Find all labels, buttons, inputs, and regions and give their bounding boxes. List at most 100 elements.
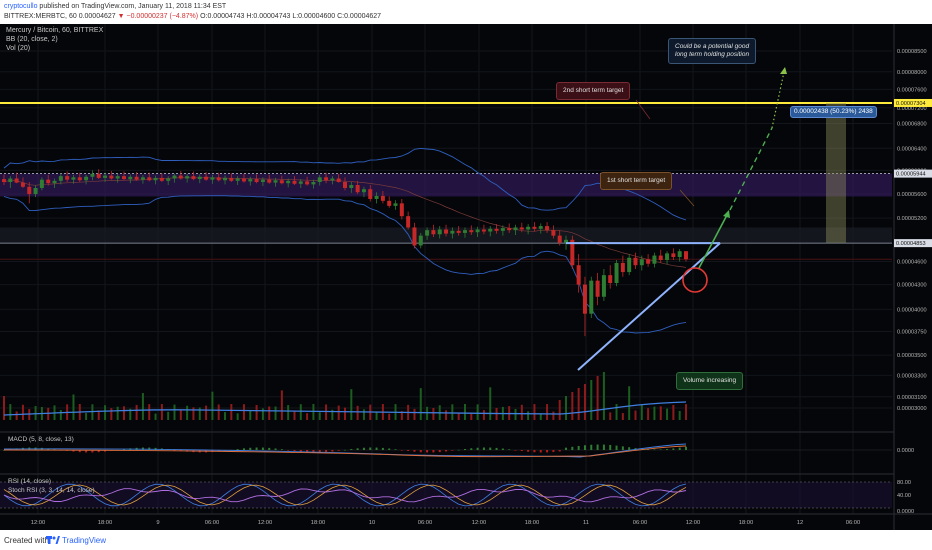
volume-bar — [236, 413, 239, 420]
candle-body — [248, 179, 253, 182]
volume-bar — [15, 411, 18, 420]
published-text: published on TradingView.com, January 11… — [39, 3, 227, 10]
volume-bar — [59, 410, 62, 420]
candle-body — [665, 253, 670, 260]
candle-body — [652, 255, 657, 264]
candle-body — [20, 182, 25, 187]
price-tick-label: 0.00003300 — [897, 373, 927, 379]
candle-body — [2, 179, 6, 183]
macd-histogram-bar — [173, 450, 176, 451]
volume-bar — [167, 411, 170, 420]
volume-bar — [72, 394, 75, 420]
volume-bar — [489, 387, 492, 420]
volume-bar — [527, 411, 530, 420]
macd-histogram-bar — [306, 450, 309, 453]
volume-bar — [299, 404, 302, 420]
macd-histogram-bar — [280, 449, 283, 450]
volume-bar — [432, 408, 435, 420]
volume-bar — [640, 405, 643, 420]
price-tick-label: 0.00005600 — [897, 192, 927, 198]
price-highlight-badge — [894, 169, 932, 178]
candle-body — [90, 173, 95, 177]
bb-range-zone — [0, 173, 892, 197]
volume-bar — [445, 410, 448, 420]
volume-bar — [141, 393, 144, 420]
candle-body — [197, 176, 202, 180]
author-link[interactable]: cryptocullo — [4, 3, 38, 10]
candle-body — [564, 239, 569, 243]
candle-body — [292, 180, 297, 184]
footer: Created with TradingView — [0, 530, 932, 550]
macd-histogram-bar — [78, 450, 81, 453]
volume-bar — [552, 411, 555, 420]
macd-histogram-bar — [400, 450, 403, 451]
candle-body — [317, 177, 322, 183]
volume-bar — [621, 413, 624, 420]
volume-bar — [268, 406, 271, 420]
candle-body — [545, 226, 550, 231]
chart-area[interactable]: 0.00008500 0.00008000 0.00007600 0.00007200… — [0, 24, 932, 530]
chart-canvas[interactable]: 0.00008500 0.00008000 0.00007600 0.00007200… — [0, 24, 932, 530]
volume-bar — [362, 409, 365, 420]
long-term-note-line1: Could be a potential good — [675, 43, 750, 50]
macd-histogram-bar — [268, 447, 271, 450]
macd-histogram-bar — [249, 447, 252, 450]
candle-body — [380, 195, 385, 201]
volume-bar — [274, 406, 277, 420]
symbol-label: BITTREX:MERBTC, 60 — [4, 13, 77, 20]
volume-bar — [344, 407, 346, 420]
volume-bar — [154, 413, 157, 420]
macd-histogram-bar — [546, 450, 549, 453]
macd-histogram-bar — [337, 450, 340, 451]
macd-histogram-bar — [571, 446, 574, 450]
candle-body — [614, 262, 619, 284]
macd-histogram-bar — [602, 444, 605, 450]
candle-body — [305, 181, 310, 185]
macd-histogram-bar — [426, 450, 429, 453]
candle-body — [456, 230, 461, 233]
volume-bar — [173, 404, 176, 420]
macd-histogram-bar — [148, 447, 151, 450]
time-tick-label: 9 — [156, 520, 159, 526]
time-tick-label: 06:00 — [846, 520, 861, 526]
time-tick-label: 06:00 — [418, 520, 433, 526]
candle-body — [399, 203, 404, 217]
breakout-circle — [682, 267, 708, 293]
volume-bar — [287, 405, 290, 420]
volume-bar — [230, 404, 233, 420]
volume-bar — [104, 405, 107, 420]
volume-bar — [463, 404, 466, 420]
time-tick-label: 18:00 — [739, 520, 754, 526]
candle-body — [469, 230, 474, 233]
candle-body — [500, 228, 505, 231]
candle-body — [450, 230, 455, 234]
macd-histogram-bar — [590, 444, 593, 450]
macd-histogram-bar — [489, 447, 492, 450]
macd-histogram-bar — [463, 448, 466, 450]
macd-histogram-bar — [628, 447, 631, 450]
volume-bar — [426, 406, 429, 420]
candle-body — [77, 177, 82, 181]
candle-body — [361, 189, 366, 193]
volume-bar — [419, 388, 422, 420]
macd-histogram-bar — [666, 449, 669, 450]
macd-histogram-bar — [685, 446, 687, 450]
volume-bar — [583, 384, 586, 420]
volume-bar — [476, 404, 479, 420]
volume-bar — [47, 407, 50, 420]
candle-body — [684, 251, 688, 260]
macd-histogram-bar — [369, 447, 372, 450]
stoch-d-line — [3, 484, 687, 506]
volume-bar — [293, 410, 296, 420]
macd-histogram-bar — [659, 449, 662, 451]
candle-body — [582, 284, 587, 314]
bb-legend: BB (20, close, 2) — [6, 36, 58, 43]
macd-histogram-bar — [104, 450, 107, 452]
candle-body — [658, 255, 663, 260]
tradingview-link[interactable]: TradingView — [62, 536, 107, 545]
volume-bar — [211, 391, 214, 420]
macd-histogram-bar — [407, 450, 410, 451]
candle-body — [96, 173, 101, 178]
tradingview-logo-icon — [46, 536, 60, 544]
macd-histogram-bar — [325, 450, 328, 453]
